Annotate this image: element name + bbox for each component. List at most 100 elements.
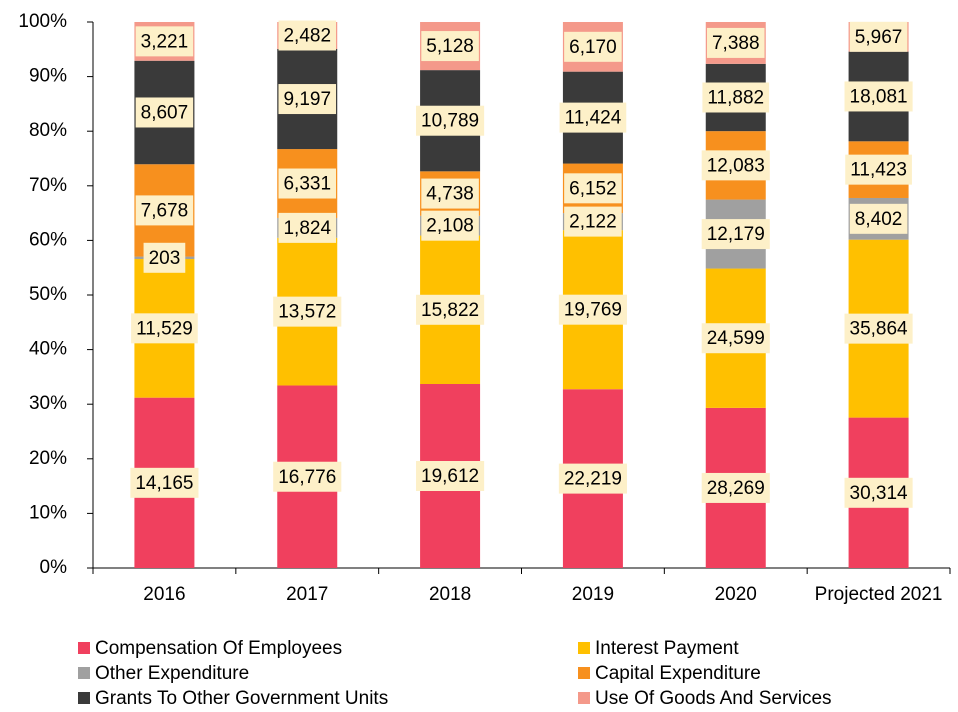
label-bg <box>273 296 342 327</box>
x-tick-label: 2018 <box>428 584 472 605</box>
legend-label: Compensation Of Employees <box>95 638 343 659</box>
data-label: 10,789 <box>421 111 479 132</box>
data-label: 22,219 <box>564 469 622 490</box>
legend-swatch <box>78 667 90 679</box>
label-bg <box>278 20 337 51</box>
label-bg <box>278 168 337 199</box>
label-bg <box>273 461 342 492</box>
label-bg <box>844 477 913 508</box>
data-label: 6,331 <box>283 174 331 195</box>
data-label: 18,081 <box>850 86 908 107</box>
label-bg <box>421 31 479 62</box>
label-bg <box>558 294 627 325</box>
data-label: 30,314 <box>850 483 909 504</box>
data-label: 2,482 <box>283 26 331 47</box>
y-tick-label: 0% <box>40 557 68 578</box>
label-bg <box>849 21 908 52</box>
y-tick-label: 20% <box>29 448 67 469</box>
label-bg <box>564 173 622 204</box>
y-tick-label: 40% <box>29 339 67 360</box>
data-label: 1,824 <box>283 218 331 239</box>
x-tick-label: 2017 <box>286 584 329 605</box>
y-tick-label: 50% <box>29 284 67 305</box>
data-label: 2,108 <box>426 216 474 237</box>
label-bg <box>278 212 337 243</box>
legend-swatch <box>578 642 590 654</box>
data-label: 3,221 <box>141 31 189 52</box>
data-label: 8,607 <box>141 103 189 124</box>
x-tick-label: 2020 <box>714 584 757 605</box>
label-bg <box>143 242 186 273</box>
legend-entry: Compensation Of Employees <box>78 638 342 660</box>
label-bg <box>564 206 622 237</box>
data-label: 11,423 <box>850 160 907 181</box>
label-bg <box>416 105 485 136</box>
legend-entry: Use Of Goods And Services <box>578 688 832 710</box>
label-bg <box>421 210 479 241</box>
legend-label: Interest Payment <box>595 638 739 659</box>
label-bg <box>416 294 485 325</box>
label-bg <box>706 27 765 58</box>
legend-entry: Interest Payment <box>578 638 739 660</box>
data-label: 7,388 <box>712 33 760 54</box>
y-tick-label: 80% <box>29 120 67 141</box>
y-tick-label: 60% <box>29 229 67 250</box>
y-tick-label: 70% <box>29 175 67 196</box>
data-label: 28,269 <box>707 478 765 499</box>
label-bg <box>702 82 770 113</box>
data-label: 11,882 <box>707 88 764 109</box>
legend-label: Use Of Goods And Services <box>595 688 832 709</box>
legend-label: Capital Expenditure <box>595 663 761 684</box>
label-bg <box>844 313 913 344</box>
label-bg <box>131 313 198 344</box>
data-label: 14,165 <box>135 473 193 494</box>
data-label: 5,128 <box>426 36 474 57</box>
data-label: 35,864 <box>850 319 909 340</box>
label-bg <box>849 203 908 234</box>
data-label: 15,822 <box>421 300 479 321</box>
label-bg <box>278 84 337 115</box>
legend-swatch <box>578 667 590 679</box>
data-label: 11,424 <box>565 108 622 129</box>
legend-label: Other Expenditure <box>95 663 250 684</box>
x-tick-label: 2016 <box>143 584 186 605</box>
label-bg <box>564 31 622 62</box>
data-label: 6,152 <box>569 178 617 199</box>
label-bg <box>135 26 194 57</box>
label-bg <box>558 463 627 494</box>
label-bg <box>135 195 194 226</box>
data-label: 2,122 <box>569 212 617 233</box>
label-bg <box>844 81 913 112</box>
data-label: 8,402 <box>855 209 903 230</box>
legend-swatch <box>78 642 90 654</box>
label-bg <box>701 323 770 354</box>
data-label: 12,179 <box>707 224 765 245</box>
y-tick-label: 90% <box>29 66 67 87</box>
data-label: 19,769 <box>564 300 622 321</box>
x-tick-label: Projected 2021 <box>814 584 943 605</box>
data-label: 4,738 <box>426 184 474 205</box>
label-bg <box>135 97 194 128</box>
label-bg <box>130 467 199 498</box>
data-label: 19,612 <box>421 466 479 487</box>
data-label: 24,599 <box>707 328 765 349</box>
data-label: 203 <box>149 248 181 269</box>
data-label: 5,967 <box>855 27 903 48</box>
y-tick-label: 10% <box>29 502 67 523</box>
label-bg <box>701 150 770 181</box>
y-tick-label: 100% <box>18 11 67 32</box>
data-label: 9,197 <box>283 89 331 110</box>
data-label: 7,678 <box>141 200 189 221</box>
label-bg <box>845 154 912 185</box>
legend-entry: Capital Expenditure <box>578 663 761 685</box>
label-bg <box>559 102 627 133</box>
legend-swatch <box>78 692 90 704</box>
data-label: 12,083 <box>707 155 765 176</box>
legend-label: Grants To Other Government Units <box>95 688 389 709</box>
x-tick-label: 2019 <box>571 584 615 605</box>
data-label: 13,572 <box>278 302 336 323</box>
data-label: 11,529 <box>136 318 193 339</box>
legend-swatch <box>578 692 590 704</box>
